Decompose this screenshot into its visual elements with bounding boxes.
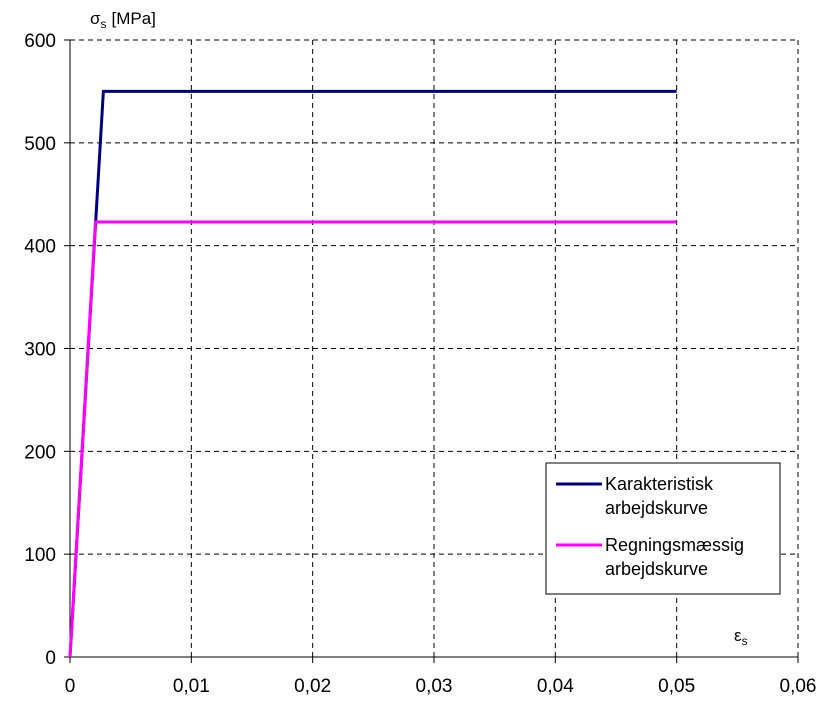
y-tick-label: 100 bbox=[24, 545, 56, 566]
x-tick-label: 0,01 bbox=[173, 676, 210, 697]
axes bbox=[64, 39, 799, 663]
y-tick-label: 600 bbox=[24, 31, 56, 52]
x-tick-label: 0,05 bbox=[658, 676, 695, 697]
x-tick-label: 0,03 bbox=[416, 676, 453, 697]
x-tick-label: 0 bbox=[65, 676, 76, 697]
x-tick-label: 0,02 bbox=[294, 676, 331, 697]
legend: Karakteristisk arbejdskurve Regningsmæss… bbox=[545, 462, 781, 595]
x-axis-subscript: s bbox=[742, 634, 748, 648]
y-tick-label: 300 bbox=[24, 340, 56, 361]
y-tick-label: 0 bbox=[45, 648, 56, 669]
legend-label-regningsmaessig-line1: Regningsmæssig bbox=[605, 535, 744, 555]
x-tick-label: 0,06 bbox=[780, 676, 817, 697]
grid bbox=[70, 39, 799, 657]
legend-label-regningsmaessig-line2: arbejdskurve bbox=[605, 559, 708, 579]
legend-label-karakteristisk-line2: arbejdskurve bbox=[605, 498, 708, 518]
series-lines bbox=[68, 89, 677, 658]
x-tick-labels: 0 0,01 0,02 0,03 0,04 0,05 0,06 bbox=[65, 676, 817, 697]
x-tick-label: 0,04 bbox=[537, 676, 574, 697]
legend-label-regningsmaessig: Regningsmæssig arbejdskurve bbox=[605, 535, 749, 579]
svg-text:σs[MPa]: σs [MPa] bbox=[90, 9, 156, 31]
x-axis-title: εs bbox=[734, 626, 748, 648]
y-tick-label: 200 bbox=[24, 442, 56, 463]
y-axis-title: σs [MPa] bbox=[90, 9, 156, 31]
svg-text:εs: εs bbox=[734, 626, 748, 648]
legend-label-karakteristisk: Karakteristisk arbejdskurve bbox=[605, 474, 718, 518]
y-axis-unit: [MPa] bbox=[112, 9, 156, 28]
series-line-regningsmaessig bbox=[68, 220, 677, 658]
y-tick-label: 400 bbox=[24, 237, 56, 258]
y-axis-subscript: s bbox=[101, 17, 107, 31]
y-tick-label: 500 bbox=[24, 134, 56, 155]
x-axis-symbol: ε bbox=[734, 626, 742, 645]
y-tick-labels: 0 100 200 300 400 500 600 bbox=[24, 31, 56, 669]
legend-label-karakteristisk-line1: Karakteristisk bbox=[605, 474, 714, 494]
y-axis-symbol: σ bbox=[90, 9, 101, 28]
